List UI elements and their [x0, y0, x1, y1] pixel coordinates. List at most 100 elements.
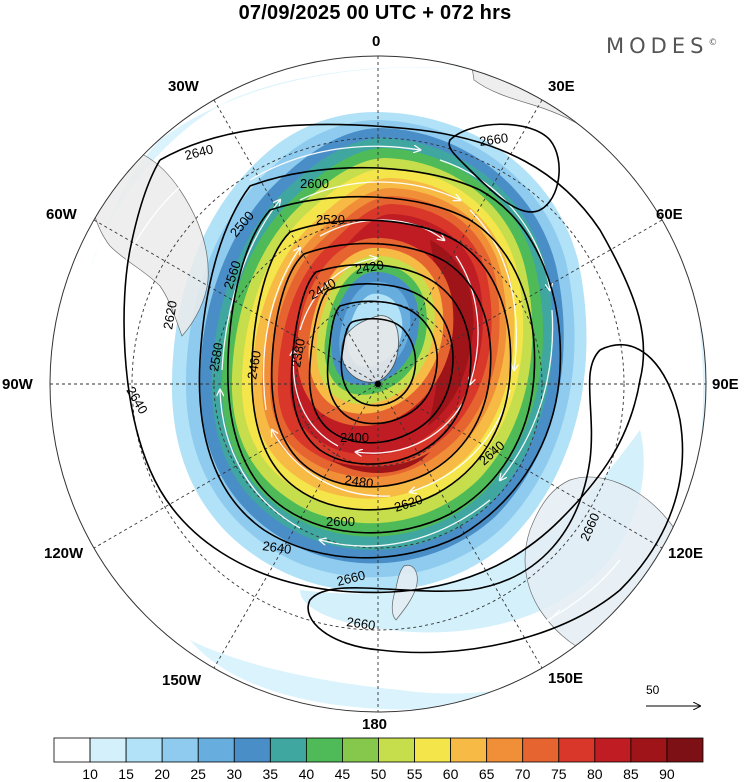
streamline — [272, 430, 391, 497]
contour-2560 — [227, 195, 536, 534]
lon-label-30e: 30E — [548, 78, 575, 95]
brand-logo: MODES© — [606, 34, 717, 58]
south-america-land — [89, 147, 209, 337]
contour-label: 2520 — [316, 212, 345, 227]
lon-label-30w: 30W — [168, 78, 199, 95]
colorbar-swatch — [594, 737, 632, 763]
height-contours — [123, 123, 684, 654]
streamline — [249, 146, 420, 181]
streamline — [299, 181, 460, 200]
contour-label: 2580 — [206, 341, 226, 372]
south-pole-marker — [375, 381, 381, 387]
contour-2660-ne — [448, 123, 560, 213]
streamline — [293, 350, 339, 447]
contour-label: 2480 — [344, 472, 375, 491]
colorbar-tick-label: 10 — [82, 766, 98, 782]
meridian-30w-150e — [213, 99, 543, 669]
lon-label-0: 0 — [372, 33, 381, 50]
contour-2380 — [340, 317, 417, 407]
colorbar-swatch — [522, 737, 560, 763]
contour-label: 2400 — [340, 430, 369, 445]
streamline — [410, 609, 561, 680]
contour-label: 2600 — [300, 176, 329, 191]
lon-label-90w: 90W — [2, 376, 33, 393]
contour-2520 — [250, 219, 512, 511]
colorbar-swatch — [666, 737, 704, 763]
contour-label: 2600 — [326, 514, 355, 529]
contour-label: 2460 — [244, 349, 264, 380]
lon-label-90e: 90E — [712, 376, 739, 393]
copyright-mark: © — [708, 38, 718, 48]
colorbar-tick-label: 20 — [154, 766, 170, 782]
contour-label: 2660 — [335, 567, 367, 589]
contour-2600 — [198, 166, 562, 559]
contour-2640-outer — [123, 123, 645, 594]
colorbar-tick-label: 90 — [659, 766, 675, 782]
vortex-ring-90b — [330, 452, 430, 474]
streamline — [500, 309, 554, 480]
colorbar-swatch — [269, 737, 307, 763]
colorbar-tick-label: 60 — [442, 766, 459, 782]
colorbar-swatch — [305, 737, 343, 763]
colorbar-tick-label: 75 — [551, 766, 567, 782]
brand-name: MODES — [606, 34, 709, 58]
lon-label-120w: 120W — [44, 545, 84, 562]
contour-2400 — [326, 300, 438, 425]
colorbar-tick-label: 85 — [623, 766, 639, 782]
antarctica-land — [341, 315, 399, 383]
streamline — [220, 390, 301, 529]
streamline — [269, 81, 460, 101]
streamline — [319, 219, 444, 240]
colorbar-swatch — [486, 737, 524, 763]
colorbar-swatch — [161, 737, 199, 763]
streamline — [455, 255, 479, 384]
latitude-circle-30s — [131, 137, 625, 631]
contour-label: 2660 — [346, 614, 377, 633]
map-border — [49, 55, 707, 713]
colorbar-swatch — [197, 737, 235, 763]
lon-label-120e: 120E — [668, 545, 704, 562]
colorbar-swatch — [450, 737, 488, 763]
meridian-60w-120e — [93, 219, 663, 549]
colorbar-tick-label: 55 — [406, 766, 423, 782]
colorbar — [53, 737, 704, 763]
lon-label-150e: 150E — [548, 670, 584, 687]
colorbar-tick-label: 65 — [478, 766, 495, 782]
contour-2480 — [270, 242, 492, 488]
colorbar-tick-label: 80 — [587, 766, 603, 782]
colorbar-tick-label: 70 — [514, 766, 531, 782]
colorbar-swatch — [630, 737, 668, 763]
contour-2660-se — [307, 344, 684, 654]
colorbar-swatch — [378, 737, 415, 763]
streamline — [356, 403, 463, 453]
colorbar-swatch — [53, 737, 91, 763]
colorbar-tick-label: 40 — [298, 766, 315, 782]
new-zealand-land — [391, 564, 418, 621]
colorbar-tick-label: 15 — [118, 766, 134, 782]
colorbar-tick-label: 30 — [226, 766, 243, 782]
colorbar-tick-label: 25 — [190, 766, 206, 782]
contour-2440 — [290, 263, 472, 465]
reference-vector-label: 50 — [646, 683, 660, 697]
streamline — [469, 209, 516, 370]
streamline — [220, 610, 381, 661]
meridian-60e-120w — [93, 219, 663, 549]
colorbar-tick-label: 50 — [370, 766, 387, 782]
colorbar-swatch — [125, 737, 163, 763]
chart-title: 07/09/2025 00 UTC + 072 hrs — [238, 2, 512, 24]
colorbar-swatch — [558, 737, 596, 763]
streamline — [460, 559, 621, 650]
colorbar-swatch — [89, 737, 127, 763]
lon-label-180: 180 — [362, 716, 388, 733]
contour-label: 2620 — [160, 299, 180, 330]
streamline — [320, 499, 491, 547]
streamline — [262, 248, 300, 411]
colorbar-swatch — [342, 737, 379, 763]
contour-label: 2420 — [354, 257, 385, 277]
colorbar-tick-label: 45 — [334, 766, 351, 782]
contour-label: 2640 — [262, 538, 293, 557]
colorbar-tick-label: 35 — [262, 766, 279, 782]
lon-label-60w: 60W — [46, 206, 77, 223]
streamline — [639, 299, 663, 450]
